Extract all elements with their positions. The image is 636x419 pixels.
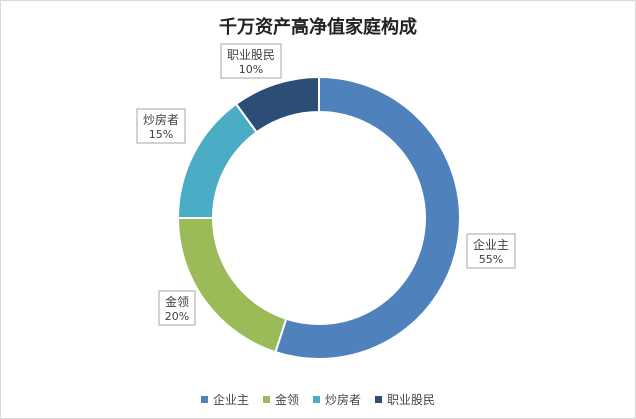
data-label-category: 炒房者 xyxy=(143,112,179,127)
data-label-category: 职业股民 xyxy=(227,48,275,62)
data-label-box xyxy=(466,233,516,269)
legend-label: 金领 xyxy=(274,393,299,407)
data-label-category: 金领 xyxy=(165,294,189,309)
donut-slice-4 xyxy=(234,75,320,134)
data-label-box xyxy=(220,43,282,79)
chart-legend: 企业主 金领 炒房者 职业股民 xyxy=(1,391,635,408)
donut-slice-1 xyxy=(274,75,461,360)
chart-title: 千万资产高净值家庭构成 xyxy=(219,17,417,38)
data-label-box xyxy=(136,108,186,144)
legend-label: 企业主 xyxy=(212,393,249,407)
legend-swatch xyxy=(262,396,270,403)
legend-item-4: 职业股民 xyxy=(375,391,435,408)
data-label-category: 企业主 xyxy=(473,237,509,252)
legend-item-1: 企业主 xyxy=(200,391,249,408)
legend-label: 职业股民 xyxy=(387,393,436,407)
legend-label: 炒房者 xyxy=(325,393,362,407)
data-label-value: 15% xyxy=(149,128,173,141)
data-label-box xyxy=(158,290,196,326)
legend-swatch xyxy=(313,396,320,403)
data-label-value: 10% xyxy=(239,63,263,76)
legend-swatch xyxy=(200,396,208,403)
donut-slice-3 xyxy=(176,102,259,219)
legend-swatch xyxy=(375,396,383,403)
donut-slice-2 xyxy=(176,217,288,354)
data-label-value: 20% xyxy=(165,310,189,323)
data-label-value: 55% xyxy=(479,253,503,266)
legend-item-2: 金领 xyxy=(262,391,299,408)
legend-item-3: 炒房者 xyxy=(313,391,361,408)
